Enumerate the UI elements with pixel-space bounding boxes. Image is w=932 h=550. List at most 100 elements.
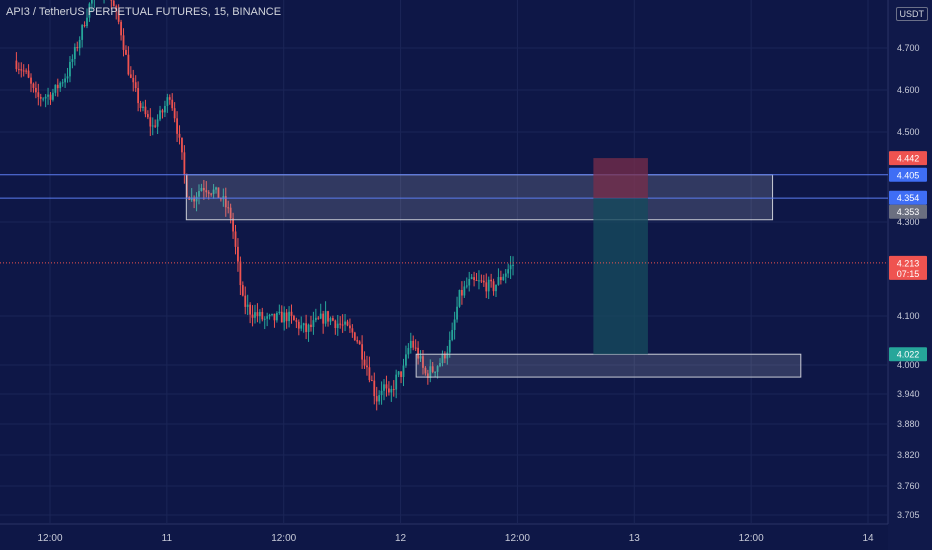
candle-body (115, 6, 118, 11)
candle-body (319, 313, 322, 319)
candle-body (327, 311, 329, 322)
candle-body (183, 152, 186, 175)
countdown-label-text: 07:15 (897, 269, 920, 279)
candle-body (443, 353, 446, 359)
candle-body (436, 366, 439, 372)
candle-body (132, 77, 135, 83)
candle-body (17, 69, 20, 71)
candle-body (69, 61, 71, 77)
candle-body (156, 119, 159, 127)
candle-body (475, 280, 478, 282)
candle-body (458, 289, 461, 307)
candle-body (205, 190, 208, 193)
candle-body (414, 347, 417, 349)
candle-body (368, 367, 371, 381)
time-tick-label: 12:00 (505, 533, 530, 544)
candle-body (431, 366, 434, 372)
candle-body (453, 319, 456, 330)
candle-body (52, 92, 54, 100)
candle-body (34, 87, 37, 93)
candle-body (171, 99, 174, 109)
candle-body (59, 82, 62, 89)
candle-body (239, 261, 242, 286)
candle-body (32, 83, 35, 88)
candle-body (168, 97, 171, 100)
upper-zone-rect (185, 174, 774, 221)
candle-body (397, 371, 400, 375)
candle-body (280, 311, 283, 323)
candle-body (83, 25, 86, 27)
candle-body (465, 285, 468, 287)
price-label-box (889, 151, 927, 166)
candle-body (297, 321, 300, 329)
candle-body (324, 311, 327, 324)
candle-body (409, 340, 412, 349)
candle-body (307, 324, 310, 332)
price-label-box (889, 204, 927, 219)
candle-body (402, 365, 405, 377)
candle-body (44, 96, 47, 99)
currency-badge[interactable]: USDT (895, 7, 928, 21)
price-tick-label: 4.700 (897, 43, 920, 53)
candle-body (237, 246, 239, 262)
candle-body (419, 356, 422, 359)
candle-body (351, 328, 354, 333)
candle-body (166, 97, 169, 106)
candle-body (146, 114, 149, 118)
candle-body (370, 380, 373, 382)
price-tick-label: 4.100 (897, 311, 920, 321)
candle-body (195, 196, 198, 202)
candle-body (266, 316, 269, 319)
candle-body (482, 280, 485, 283)
candle-body (271, 313, 273, 315)
candle-body (305, 323, 308, 332)
candle-body (507, 269, 510, 274)
candle-body (317, 317, 320, 319)
candle-body (134, 82, 137, 89)
candle-body (246, 304, 249, 307)
candle-body (480, 280, 483, 282)
candle-body (424, 367, 427, 374)
candle-body (392, 389, 395, 391)
time-tick-label: 12:00 (37, 533, 62, 544)
candle-body (407, 348, 410, 355)
candle-body (200, 187, 203, 192)
candle-body (334, 320, 337, 329)
candle-body (485, 282, 488, 292)
candle-body (215, 187, 217, 190)
candle-body (142, 106, 144, 108)
candle-body (127, 54, 130, 75)
candle-body (478, 280, 480, 282)
stop-loss-zone (593, 158, 648, 199)
candle-body (254, 312, 256, 318)
price-label-box (889, 167, 927, 182)
candle-body (71, 59, 74, 62)
candle-body (66, 76, 69, 79)
price-tick-label: 4.600 (897, 85, 920, 95)
candle-body (344, 321, 346, 325)
candle-body (295, 320, 298, 322)
candle-body (178, 133, 181, 138)
candle-body (37, 92, 40, 97)
price-tick-label: 3.880 (897, 419, 920, 429)
candle-body (125, 49, 127, 55)
candle-body (346, 321, 349, 326)
candle-body (73, 47, 76, 60)
candle-body (499, 277, 502, 281)
price-label-box (889, 347, 927, 362)
candle-body (283, 312, 286, 323)
candle-body (258, 311, 261, 317)
candle-body (390, 389, 393, 393)
candle-body (363, 359, 366, 366)
candle-body (159, 110, 161, 120)
candle-body (448, 339, 451, 353)
candle-body (202, 187, 205, 191)
candle-body (42, 98, 45, 100)
candle-body (212, 189, 215, 195)
candle-body (461, 289, 463, 296)
candle-body (117, 10, 120, 22)
candle-body (383, 384, 385, 391)
